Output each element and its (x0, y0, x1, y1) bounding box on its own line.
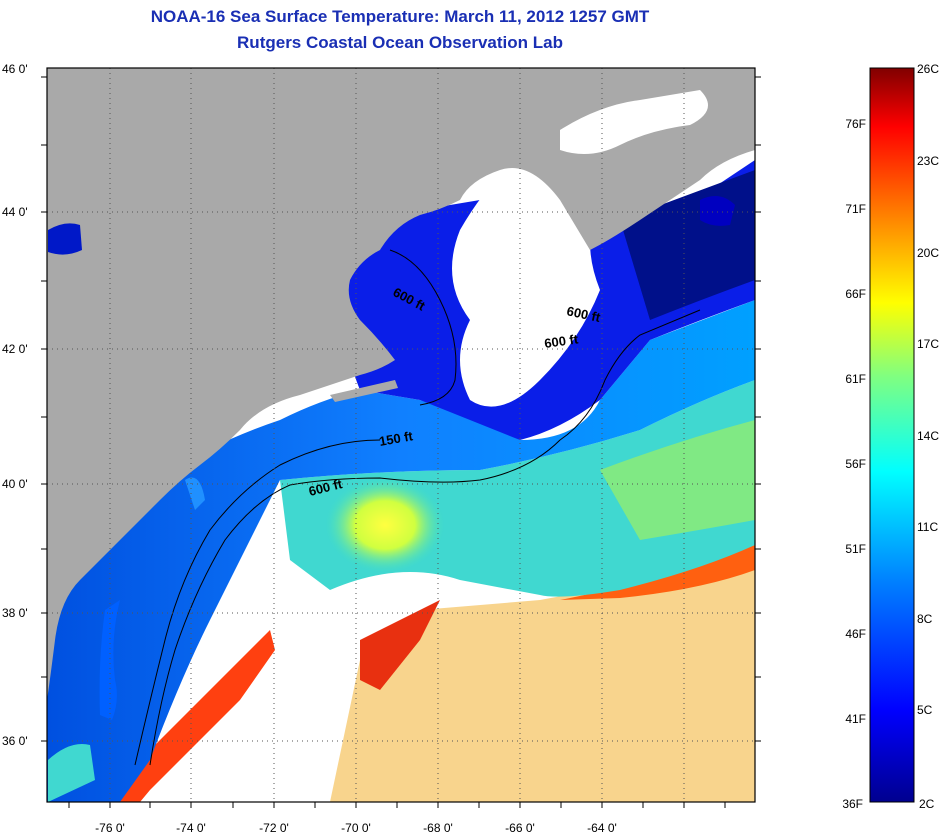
bathymetry-contours (134, 249, 701, 766)
colorbar-label-41f: 41F (845, 712, 866, 726)
lat-label-46: 46 0' (2, 62, 28, 76)
lat-label-38: 38 0' (2, 606, 28, 620)
lat-label-44: 44 0' (2, 205, 28, 219)
warm-core-eddy (325, 477, 445, 573)
bras-dor-lake (700, 196, 735, 226)
lon-label-74: -74 0' (176, 821, 206, 835)
colorbar-label-26c: 26C (917, 62, 939, 76)
contour-line-gulf-of-maine (389, 249, 457, 406)
contour-line-150ft (134, 439, 381, 766)
contour-label-150ft: 150 ft (378, 428, 415, 449)
axis-ticks (41, 76, 761, 808)
map-frame (46, 67, 756, 803)
colorbar-label-17c: 17C (917, 337, 939, 351)
long-island (330, 380, 398, 402)
contour-label-600ft-ne: 600 ft (565, 303, 602, 325)
delaware-bay (185, 477, 205, 510)
lon-label-76: -76 0' (95, 821, 125, 835)
lat-label-42: 42 0' (2, 342, 28, 356)
gulf-stream-north-wall (560, 545, 755, 600)
colorbar-label-66f: 66F (845, 287, 866, 301)
colorbar-label-36f: 36F (842, 797, 863, 811)
warm-core-patch (360, 600, 440, 690)
colorbar-label-51f: 51F (845, 542, 866, 556)
colorbar-label-5c: 5C (917, 703, 933, 717)
colorbar-label-76f: 76F (845, 117, 866, 131)
land-mass (47, 68, 755, 700)
lon-label-64: -64 0' (587, 821, 617, 835)
colorbar-label-2c: 2C (919, 797, 935, 811)
color-scale-bar (869, 67, 915, 803)
colorbar-label-61f: 61F (845, 372, 866, 386)
map-subtitle: Rutgers Coastal Ocean Observation Lab (237, 33, 563, 52)
graticule (47, 68, 755, 802)
colorbar-label-46f: 46F (845, 627, 866, 641)
chesapeake-bay (99, 600, 120, 720)
map-area (47, 68, 755, 802)
colorbar-label-14c: 14C (917, 429, 939, 443)
bay-of-fundy-clouds (560, 90, 708, 154)
contour-line-600ft (149, 309, 701, 766)
pamlico-sound-water (48, 744, 95, 802)
gulf-stream-warm-water (330, 560, 755, 802)
lake-ontario (48, 223, 82, 255)
slope-water-warm-band (600, 420, 755, 540)
lat-label-36: 36 0' (2, 734, 28, 748)
lat-label-40: 40 0' (2, 477, 28, 491)
colorbar-label-20c: 20C (917, 246, 939, 260)
colorbar-label-23c: 23C (917, 154, 939, 168)
colorbar-label-71f: 71F (845, 202, 866, 216)
map-title: NOAA-16 Sea Surface Temperature: March 1… (150, 7, 650, 26)
colorbar-label-56f: 56F (845, 457, 866, 471)
lon-label-66: -66 0' (505, 821, 535, 835)
colorbar-label-11c: 11C (917, 520, 938, 534)
lon-label-70: -70 0' (341, 821, 371, 835)
colorbar-label-8c: 8C (917, 612, 933, 626)
lon-label-72: -72 0' (259, 821, 289, 835)
contour-label-600ft-e: 600 ft (543, 331, 579, 351)
lon-label-68: -68 0' (423, 821, 453, 835)
